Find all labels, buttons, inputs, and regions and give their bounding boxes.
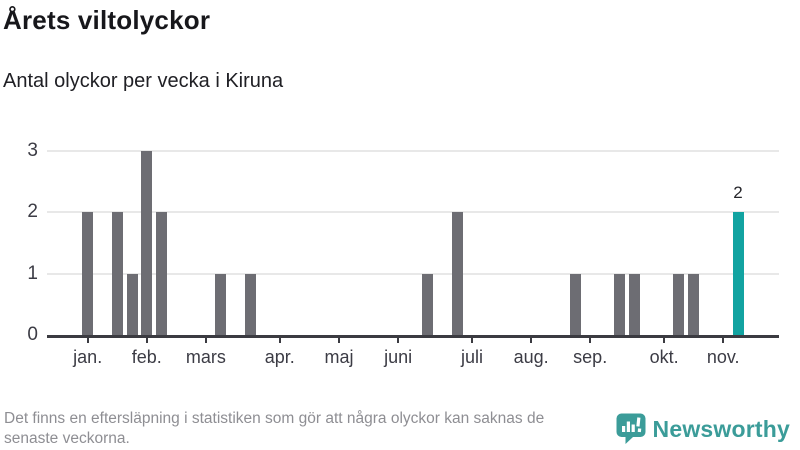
footer-note: Det finns en eftersläpning i statistiken… xyxy=(4,410,545,447)
current-week-value-label: 2 xyxy=(733,183,743,202)
month-tick-mark xyxy=(86,337,89,343)
bar-week-4 xyxy=(126,273,138,335)
month-tick-label: mars xyxy=(185,347,226,367)
chart-subtitle: Antal olyckor per vecka i Kiruna xyxy=(3,70,284,92)
y-axis-tick-label: 1 xyxy=(27,262,38,284)
bar-week-34 xyxy=(569,273,581,335)
bar-week-42 xyxy=(688,273,700,335)
x-axis-line xyxy=(47,335,779,338)
y-gridline xyxy=(47,211,779,213)
y-axis-tick-label: 2 xyxy=(27,201,38,222)
month-tick-mark xyxy=(471,337,473,343)
month-tick-mark xyxy=(338,337,340,343)
bar-week-6 xyxy=(156,212,168,335)
month-tick-mark xyxy=(145,337,148,343)
month-tick-label: feb. xyxy=(131,347,162,367)
month-tick-mark xyxy=(278,337,281,343)
month-tick-mark xyxy=(722,337,725,343)
newsworthy-logo: Newsworthy xyxy=(616,412,790,446)
month-tick-label: apr. xyxy=(264,347,295,367)
month-tick-mark xyxy=(204,337,207,343)
bar-week-26 xyxy=(451,212,463,335)
bar-week-38 xyxy=(629,273,641,335)
month-tick-label: nov. xyxy=(706,347,740,367)
month-tick-label: juni xyxy=(384,347,413,367)
month-tick-mark xyxy=(397,337,400,343)
newsworthy-bubble-chart-icon xyxy=(616,413,646,445)
month-tick-label: jan. xyxy=(73,347,103,367)
month-tick-label: sep. xyxy=(573,347,608,367)
newsworthy-wordmark: Newsworthy xyxy=(652,415,790,442)
bar-week-5 xyxy=(141,150,153,335)
chart-title: Årets viltolyckor xyxy=(3,5,211,35)
bar-week-1 xyxy=(82,212,94,335)
month-tick-label: maj xyxy=(324,347,354,367)
current-week-bar xyxy=(732,212,744,335)
month-tick-label: juli xyxy=(460,347,483,367)
bar-week-37 xyxy=(614,273,626,335)
y-gridline xyxy=(47,272,779,275)
month-tick-mark xyxy=(530,337,533,343)
bar-week-10 xyxy=(215,273,227,335)
bar-week-24 xyxy=(422,273,434,335)
bar-week-12 xyxy=(244,273,256,335)
bar-week-41 xyxy=(673,273,685,335)
month-tick-label: okt. xyxy=(649,347,679,367)
month-tick-mark xyxy=(663,337,666,343)
y-axis-tick-label: 0 xyxy=(27,324,38,345)
month-tick-mark xyxy=(589,337,592,343)
y-gridline xyxy=(47,149,779,152)
y-axis-tick-label: 3 xyxy=(27,139,38,161)
bar-week-3 xyxy=(111,212,123,335)
month-tick-label: aug. xyxy=(513,347,549,367)
